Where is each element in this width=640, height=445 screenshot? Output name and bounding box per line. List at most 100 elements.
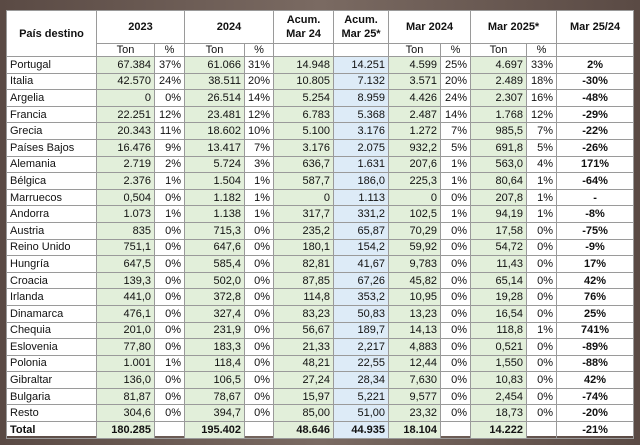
- data-row: Hungría 647,5 0% 585,4 0% 82,81 41,67 9,783 0% 11…: [6, 255, 635, 273]
- value-cell: 1.138: [184, 205, 246, 223]
- value-cell: 0%: [526, 255, 558, 273]
- value-cell: 0%: [526, 387, 558, 406]
- header-line: Acum.: [286, 14, 321, 26]
- data-row: Grecia 20.343 11% 18.602 10% 5.100 3.176 1.272 7…: [6, 122, 635, 140]
- value-cell: 80,64: [470, 172, 528, 190]
- country-cell: Reino Unido: [6, 238, 97, 257]
- value-cell: 2.075: [333, 138, 390, 157]
- value-cell: 10,95: [388, 288, 442, 306]
- header-line: Mar 2024: [405, 21, 454, 33]
- value-cell: 70,29: [388, 221, 442, 240]
- country-cell: Croacia: [6, 271, 97, 290]
- value-cell: -9%: [556, 238, 635, 257]
- header-line: 2023: [128, 21, 153, 33]
- value-cell: 0%: [153, 188, 186, 207]
- value-cell: 42%: [556, 371, 635, 389]
- value-cell: 18,73: [470, 404, 528, 423]
- data-row: Austria 835 0% 715,3 0% 235,2 65,87 70,29 0% 17,5…: [6, 221, 635, 240]
- value-cell: 0: [96, 89, 155, 107]
- value-cell: 10.805: [273, 72, 335, 91]
- value-cell: 985,5: [470, 122, 528, 140]
- value-cell: 0%: [526, 371, 558, 389]
- value-cell: 7%: [526, 122, 558, 140]
- data-row: Francia 22.251 12% 23.481 12% 6.783 5.368 2.487…: [6, 105, 635, 124]
- value-cell: 4,883: [388, 338, 442, 356]
- value-cell: 14,13: [388, 321, 442, 340]
- value-cell: 0%: [153, 304, 186, 323]
- country-header: País destino: [6, 10, 97, 57]
- value-cell: 5.254: [273, 89, 335, 107]
- unit-header: Ton: [470, 43, 528, 57]
- value-cell: 25%: [440, 56, 472, 74]
- value-cell: -8%: [556, 205, 635, 223]
- value-cell: 17,58: [470, 221, 528, 240]
- total-cell: -21%: [556, 421, 635, 439]
- value-cell: 28,34: [333, 371, 390, 389]
- country-cell: Italia: [6, 72, 97, 91]
- value-cell: -20%: [556, 404, 635, 423]
- value-cell: -89%: [556, 338, 635, 356]
- total-cell: 44.935: [333, 421, 390, 439]
- value-cell: 9%: [153, 138, 186, 157]
- total-cell: 14.222: [470, 421, 528, 439]
- value-cell: 9,577: [388, 387, 442, 406]
- value-cell: 65,87: [333, 221, 390, 240]
- unit-header: Ton: [96, 43, 155, 57]
- group-header: Mar 25/24: [556, 10, 635, 44]
- value-cell: 186,0: [333, 172, 390, 190]
- total-cell: 195.402: [184, 421, 246, 439]
- value-cell: 327,4: [184, 304, 246, 323]
- value-cell: 5%: [440, 138, 472, 157]
- value-cell: 26.514: [184, 89, 246, 107]
- value-cell: 2%: [153, 155, 186, 174]
- unit-header: Ton: [184, 43, 246, 57]
- value-cell: 4.599: [388, 56, 442, 74]
- value-cell: 0%: [440, 255, 472, 273]
- country-cell: Alemania: [6, 155, 97, 174]
- value-cell: 317,7: [273, 205, 335, 223]
- value-cell: 20%: [244, 72, 275, 91]
- value-cell: 82,81: [273, 255, 335, 273]
- value-cell: 587,7: [273, 172, 335, 190]
- value-cell: 4.426: [388, 89, 442, 107]
- unit-header: Ton: [388, 43, 442, 57]
- value-cell: 48,21: [273, 354, 335, 373]
- value-cell: 1%: [244, 205, 275, 223]
- data-row: Bulgaria 81,87 0% 78,67 0% 15,97 5,221 9,577 0% 2…: [6, 387, 635, 406]
- data-row: Gibraltar 136,0 0% 106,5 0% 27,24 28,34 7,630 0%…: [6, 371, 635, 389]
- value-cell: 2.719: [96, 155, 155, 174]
- value-cell: 0%: [153, 221, 186, 240]
- value-cell: 12%: [244, 105, 275, 124]
- country-cell: Andorra: [6, 205, 97, 223]
- value-cell: 154,2: [333, 238, 390, 257]
- value-cell: 11,43: [470, 255, 528, 273]
- value-cell: 27,24: [273, 371, 335, 389]
- data-row: Polonia 1.001 1% 118,4 0% 48,21 22,55 12,44 0% 1,…: [6, 354, 635, 373]
- value-cell: 0%: [153, 321, 186, 340]
- header-line: Mar 24: [286, 28, 321, 40]
- total-cell: 18.104: [388, 421, 442, 439]
- value-cell: 1.272: [388, 122, 442, 140]
- value-cell: 225,3: [388, 172, 442, 190]
- empty-cell: [153, 421, 186, 439]
- value-cell: 331,2: [333, 205, 390, 223]
- header-line: Mar 25/24: [569, 21, 621, 33]
- value-cell: 25%: [556, 304, 635, 323]
- value-cell: 2.487: [388, 105, 442, 124]
- value-cell: 372,8: [184, 288, 246, 306]
- value-cell: 3.571: [388, 72, 442, 91]
- unit-header-empty: [273, 43, 335, 57]
- unit-header-empty: [556, 43, 635, 57]
- value-cell: 751,1: [96, 238, 155, 257]
- value-cell: 0%: [440, 221, 472, 240]
- value-cell: 1%: [526, 188, 558, 207]
- value-cell: 207,8: [470, 188, 528, 207]
- value-cell: 5.368: [333, 105, 390, 124]
- value-cell: 14%: [440, 105, 472, 124]
- value-cell: 0%: [153, 288, 186, 306]
- empty-cell: [440, 421, 472, 439]
- value-cell: 0%: [440, 321, 472, 340]
- value-cell: 0%: [244, 255, 275, 273]
- value-cell: 56,67: [273, 321, 335, 340]
